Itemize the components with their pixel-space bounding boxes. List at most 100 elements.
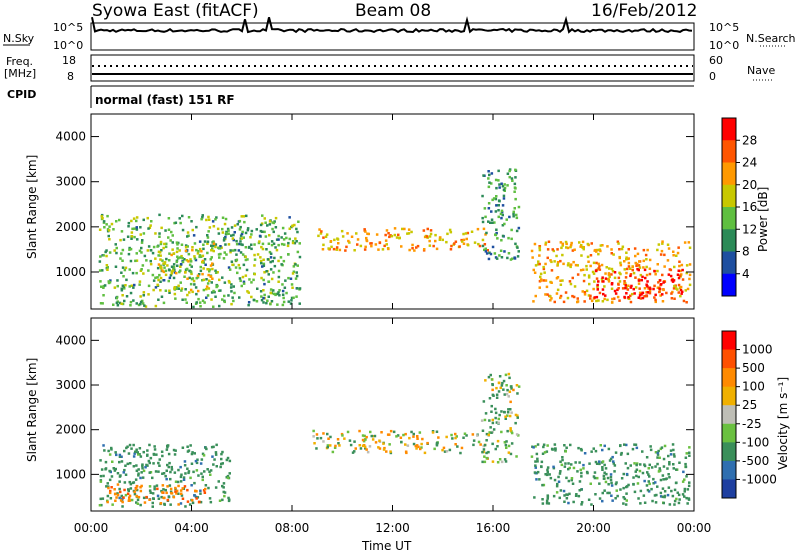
heatmap-cell (137, 303, 141, 307)
heatmap-cell (340, 432, 344, 436)
heatmap-cell (203, 491, 207, 494)
heatmap-cell (179, 480, 183, 483)
heatmap-cell (269, 288, 273, 291)
heatmap-cell (613, 297, 616, 300)
heatmap-cell (629, 300, 633, 304)
heatmap-cell (393, 233, 397, 237)
heatmap-cell (544, 243, 547, 246)
heatmap-cell (218, 247, 222, 250)
heatmap-cell (553, 260, 556, 263)
heatmap-cell (603, 471, 606, 474)
heatmap-cell (650, 466, 654, 469)
heatmap-cell (660, 249, 664, 253)
heatmap-cell (144, 466, 147, 469)
heatmap-cell (270, 277, 274, 281)
heatmap-cell (184, 472, 187, 475)
heatmap-cell (183, 485, 187, 488)
colorbar-frame (721, 330, 737, 499)
heatmap-cell (108, 478, 112, 482)
heatmap-cell (225, 230, 228, 234)
heatmap-cell (170, 465, 173, 469)
heatmap-cell (589, 294, 592, 298)
heatmap-cell (513, 256, 516, 259)
heatmap-cell (156, 487, 159, 491)
heatmap-cell (608, 491, 611, 495)
heatmap-cell (99, 459, 102, 462)
heatmap-cell (672, 254, 675, 257)
heatmap-cell (259, 229, 263, 233)
colorbar-tick-label: 4 (742, 267, 750, 281)
heatmap-cell (164, 289, 168, 292)
heatmap-cell (483, 248, 486, 252)
heatmap-cell (169, 487, 173, 491)
heatmap-cell (197, 250, 200, 253)
heatmap-cell (674, 481, 678, 485)
heatmap-cell (491, 198, 494, 202)
heatmap-cell (558, 472, 562, 475)
heatmap-cell (688, 263, 692, 266)
heatmap-cell (189, 270, 193, 274)
heatmap-cell (247, 246, 251, 249)
heatmap-cell (133, 235, 136, 239)
heatmap-cell (191, 277, 195, 280)
heatmap-cell (174, 480, 178, 483)
heatmap-cell (688, 283, 692, 287)
heatmap-cell (174, 486, 177, 490)
heatmap-cell (480, 419, 484, 422)
heatmap-cell (122, 275, 125, 278)
heatmap-cell (504, 415, 507, 418)
heatmap-cell (332, 247, 336, 251)
heatmap-cell (129, 247, 133, 251)
heatmap-cell (230, 302, 233, 306)
heatmap-cell (107, 234, 110, 238)
heatmap-cell (658, 456, 661, 459)
heatmap-cell (102, 474, 105, 478)
heatmap-cell (564, 450, 567, 453)
heatmap-cell (154, 257, 157, 260)
heatmap-cell (622, 472, 625, 476)
heatmap-cell (143, 304, 146, 307)
heatmap-cell (637, 279, 641, 282)
heatmap-cell (98, 269, 102, 272)
heatmap-cell (267, 280, 271, 283)
heatmap-cell (218, 304, 221, 308)
heatmap-cell (459, 451, 462, 455)
heatmap-cell (215, 443, 218, 447)
heatmap-cell (159, 502, 163, 505)
heatmap-cell (228, 459, 232, 463)
heatmap-cell (211, 262, 214, 265)
heatmap-cell (383, 244, 386, 248)
heatmap-cell (643, 295, 646, 298)
heatmap-cell (118, 487, 121, 491)
heatmap-cell (663, 444, 667, 448)
heatmap-cell (491, 421, 495, 425)
heatmap-cell (225, 253, 228, 256)
heatmap-cell (634, 276, 637, 279)
heatmap-cell (534, 294, 537, 298)
heatmap-cell (595, 261, 598, 265)
heatmap-cell (626, 452, 630, 456)
heatmap-cell (367, 232, 370, 236)
heatmap-cell (554, 449, 557, 452)
heatmap-cell (181, 214, 184, 218)
cpid-label: CPID (7, 88, 36, 101)
heatmap-cell (564, 291, 568, 294)
heatmap-cell (659, 495, 663, 498)
heatmap-cell (121, 302, 125, 306)
heatmap-cell (668, 463, 671, 466)
heatmap-cell (105, 249, 108, 252)
heatmap-cell (432, 244, 435, 248)
heatmap-cell (134, 478, 138, 481)
heatmap-cell (472, 443, 475, 447)
heatmap-cell (148, 471, 151, 474)
heatmap-cell (428, 239, 431, 243)
heatmap-cell (407, 228, 411, 231)
heatmap-cell (578, 489, 581, 492)
heatmap-cell (199, 500, 203, 504)
colorbar-tick-label: 1000 (742, 343, 773, 357)
heatmap-cell (577, 494, 581, 498)
heatmap-cell (654, 298, 657, 302)
heatmap-cell (106, 500, 109, 504)
heatmap-cell (165, 242, 168, 246)
heatmap-cell (162, 472, 166, 475)
